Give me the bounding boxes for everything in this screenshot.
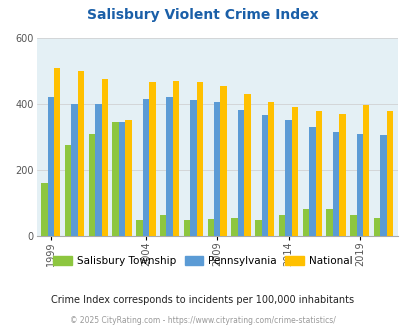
Bar	[95, 104, 101, 236]
Text: © 2025 CityRating.com - https://www.cityrating.com/crime-statistics/: © 2025 CityRating.com - https://www.city…	[70, 316, 335, 325]
Bar	[119, 122, 125, 236]
Bar	[213, 102, 220, 236]
Bar	[220, 86, 226, 236]
Bar	[78, 71, 84, 236]
Bar	[373, 218, 379, 236]
Bar	[315, 111, 321, 236]
Bar	[207, 219, 213, 236]
Bar	[386, 111, 392, 236]
Bar	[142, 99, 149, 236]
Bar	[237, 110, 243, 236]
Bar	[190, 100, 196, 236]
Bar	[379, 135, 386, 236]
Bar	[101, 79, 108, 236]
Bar	[47, 97, 54, 236]
Legend: Salisbury Township, Pennsylvania, National: Salisbury Township, Pennsylvania, Nation…	[49, 252, 356, 270]
Bar	[136, 220, 142, 236]
Bar	[196, 82, 202, 236]
Bar	[65, 145, 71, 236]
Bar	[89, 134, 95, 236]
Bar	[254, 220, 261, 236]
Bar	[125, 120, 132, 236]
Bar	[231, 218, 237, 236]
Bar	[243, 94, 250, 236]
Bar	[356, 134, 362, 236]
Bar	[362, 105, 369, 236]
Bar	[166, 97, 173, 236]
Bar	[278, 214, 285, 236]
Bar	[41, 183, 47, 236]
Bar	[350, 214, 356, 236]
Bar	[54, 68, 60, 236]
Bar	[112, 122, 119, 236]
Bar	[160, 214, 166, 236]
Bar	[326, 209, 332, 236]
Bar	[71, 104, 78, 236]
Bar	[261, 115, 267, 236]
Text: Crime Index corresponds to incidents per 100,000 inhabitants: Crime Index corresponds to incidents per…	[51, 295, 354, 305]
Bar	[339, 114, 345, 236]
Bar	[308, 127, 315, 236]
Bar	[173, 81, 179, 236]
Bar	[291, 107, 297, 236]
Bar	[267, 102, 274, 236]
Bar	[183, 220, 190, 236]
Bar	[285, 120, 291, 236]
Bar	[332, 132, 339, 236]
Bar	[302, 209, 308, 236]
Bar	[149, 82, 155, 236]
Text: Salisbury Violent Crime Index: Salisbury Violent Crime Index	[87, 8, 318, 22]
